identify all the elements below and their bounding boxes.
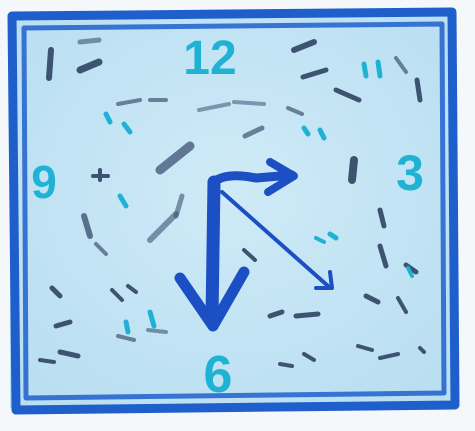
svg-text:12: 12	[183, 32, 236, 85]
teal-tick-marks	[103, 59, 414, 335]
dark-tick-marks	[38, 37, 426, 368]
hand-to-six-arrowhead	[174, 266, 250, 332]
thin-hand	[220, 190, 330, 288]
svg-text:9: 9	[31, 156, 57, 208]
svg-text:6: 6	[204, 346, 233, 404]
clock-frame	[7, 7, 460, 415]
numeral-3: 3	[396, 145, 424, 201]
numeral-9: 9	[31, 156, 57, 208]
svg-text:3: 3	[396, 145, 424, 201]
hand-to-three-arrowhead	[264, 158, 298, 196]
thin-hand-tip	[314, 270, 334, 290]
hand-to-six	[205, 175, 221, 325]
numeral-12: 12	[183, 32, 236, 85]
numeral-6: 6	[204, 346, 233, 404]
clock-hands	[174, 158, 334, 332]
